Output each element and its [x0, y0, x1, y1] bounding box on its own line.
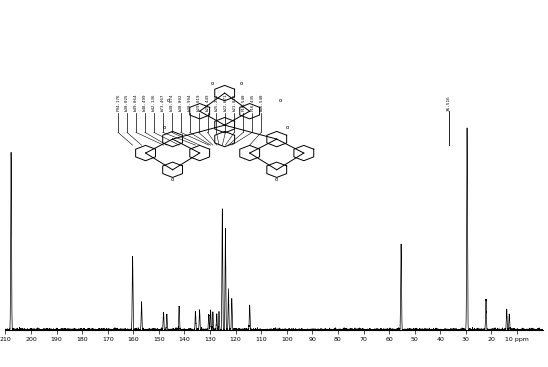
Text: b30.994: b30.994	[187, 94, 192, 111]
Text: o: o	[171, 177, 174, 182]
Text: o: o	[210, 81, 214, 86]
Text: b25.449: b25.449	[206, 94, 209, 111]
Text: o: o	[239, 81, 243, 86]
Text: b73.467: b73.467	[161, 94, 165, 111]
Text: o: o	[286, 126, 289, 130]
Text: F94.176: F94.176	[116, 94, 120, 111]
Text: o: o	[275, 177, 278, 182]
Text: 36.516: 36.516	[447, 95, 451, 111]
Text: F16.540: F16.540	[241, 94, 246, 111]
Text: b06.540: b06.540	[259, 94, 263, 111]
Text: F16.435: F16.435	[250, 94, 254, 111]
Text: b21.012: b21.012	[232, 94, 236, 111]
Text: b48.499: b48.499	[143, 94, 147, 111]
Text: o: o	[279, 98, 283, 102]
Text: b30.574: b30.574	[170, 94, 174, 111]
Text: b29.019: b29.019	[197, 94, 201, 111]
Text: b22.671: b22.671	[224, 94, 227, 111]
Text: b49.864: b49.864	[134, 94, 138, 111]
Text: b25.231: b25.231	[214, 94, 219, 111]
Text: b42.136: b42.136	[152, 94, 156, 111]
Text: b30.802: b30.802	[179, 94, 182, 111]
Text: o: o	[167, 98, 170, 102]
Text: b30.025: b30.025	[125, 94, 129, 111]
Text: o: o	[163, 126, 166, 130]
